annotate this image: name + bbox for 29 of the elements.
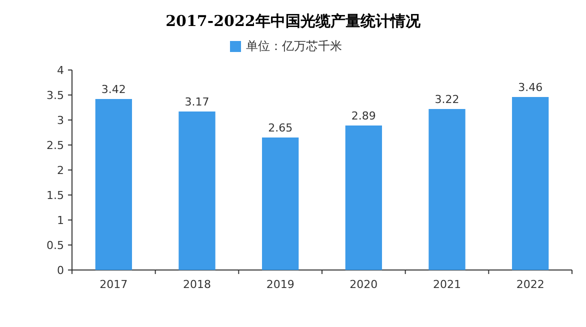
data-label: 3.17 [184, 96, 210, 108]
legend-label: 单位：亿万芯千米 [246, 39, 342, 53]
x-tick-label: 2019 [266, 278, 294, 291]
y-tick-label: 0 [57, 264, 64, 277]
bar [262, 138, 299, 270]
y-tick-label: 1.5 [46, 189, 64, 202]
x-tick-label: 2020 [350, 278, 378, 291]
y-tick-label: 2 [57, 164, 64, 177]
x-tick-label: 2018 [183, 278, 211, 291]
bar [178, 112, 216, 270]
y-tick-label: 0.5 [46, 239, 64, 252]
x-tick-label: 2022 [516, 278, 544, 291]
y-tick-label: 1 [57, 214, 64, 227]
bar [345, 126, 382, 270]
y-tick-label: 4 [57, 64, 64, 77]
chart-title: 2017-2022年中国光缆产量统计情况 [166, 12, 422, 30]
data-label: 2.65 [268, 122, 293, 134]
x-tick-label: 2021 [433, 278, 461, 291]
y-tick-label: 2.5 [46, 139, 64, 152]
data-label: 3.46 [518, 81, 543, 94]
data-label: 3.22 [434, 93, 460, 106]
bar [95, 99, 132, 270]
data-label: 2.89 [351, 110, 376, 122]
y-tick-label: 3 [57, 114, 64, 127]
data-label: 3.42 [101, 83, 126, 96]
bar [428, 109, 466, 270]
bar [512, 97, 549, 270]
x-tick-label: 2017 [100, 278, 128, 291]
y-tick-label: 3.5 [46, 89, 64, 102]
